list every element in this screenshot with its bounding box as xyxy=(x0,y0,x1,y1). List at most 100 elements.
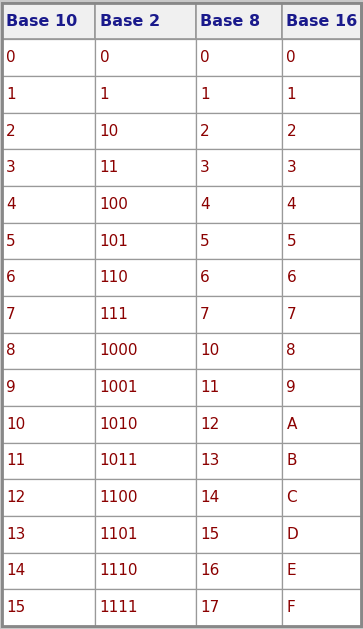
Text: D: D xyxy=(286,526,298,542)
Bar xyxy=(95,443,196,479)
Text: 15: 15 xyxy=(200,526,220,542)
Bar xyxy=(2,552,95,589)
Bar xyxy=(196,443,282,479)
Bar xyxy=(282,223,361,259)
Bar xyxy=(2,259,95,296)
Bar xyxy=(95,296,196,333)
Text: 1: 1 xyxy=(286,87,296,102)
Bar xyxy=(95,76,196,113)
Bar xyxy=(282,3,361,40)
Text: 13: 13 xyxy=(6,526,25,542)
Bar xyxy=(95,150,196,186)
Text: 2: 2 xyxy=(200,123,210,138)
Bar xyxy=(95,333,196,369)
Bar xyxy=(196,296,282,333)
Text: 0: 0 xyxy=(99,50,109,65)
Text: 10: 10 xyxy=(6,417,25,431)
Text: 6: 6 xyxy=(6,270,16,285)
Text: 6: 6 xyxy=(286,270,296,285)
Text: 2: 2 xyxy=(286,123,296,138)
Text: Base 8: Base 8 xyxy=(200,14,260,29)
Text: 5: 5 xyxy=(200,233,210,248)
Text: E: E xyxy=(286,564,296,579)
Bar xyxy=(196,40,282,76)
Text: 7: 7 xyxy=(6,307,16,322)
Text: 100: 100 xyxy=(99,197,129,212)
Bar xyxy=(2,443,95,479)
Text: 1000: 1000 xyxy=(99,343,138,359)
Bar xyxy=(2,76,95,113)
Text: 12: 12 xyxy=(200,417,220,431)
Bar xyxy=(196,223,282,259)
Bar xyxy=(95,186,196,223)
Bar xyxy=(196,76,282,113)
Text: Base 2: Base 2 xyxy=(99,14,160,29)
Text: 3: 3 xyxy=(200,160,210,175)
Bar xyxy=(2,150,95,186)
Bar xyxy=(2,113,95,150)
Text: 3: 3 xyxy=(286,160,296,175)
Text: 1001: 1001 xyxy=(99,380,138,395)
Text: 1100: 1100 xyxy=(99,490,138,505)
Bar xyxy=(282,333,361,369)
Text: 4: 4 xyxy=(6,197,16,212)
Bar xyxy=(95,3,196,40)
Text: 3: 3 xyxy=(6,160,16,175)
Bar xyxy=(196,113,282,150)
Text: 7: 7 xyxy=(286,307,296,322)
Text: A: A xyxy=(286,417,297,431)
Bar xyxy=(95,369,196,406)
Text: 1: 1 xyxy=(6,87,16,102)
Text: 111: 111 xyxy=(99,307,129,322)
Bar xyxy=(196,406,282,443)
Text: 9: 9 xyxy=(286,380,296,395)
Bar xyxy=(2,223,95,259)
Bar xyxy=(2,3,95,40)
Bar xyxy=(196,552,282,589)
Bar xyxy=(2,406,95,443)
Bar xyxy=(282,443,361,479)
Bar xyxy=(282,406,361,443)
Bar xyxy=(2,333,95,369)
Bar xyxy=(196,259,282,296)
Bar xyxy=(2,479,95,516)
Text: 13: 13 xyxy=(200,454,220,469)
Bar xyxy=(282,296,361,333)
Text: 11: 11 xyxy=(99,160,119,175)
Text: 14: 14 xyxy=(6,564,25,579)
Text: 0: 0 xyxy=(6,50,16,65)
Text: 10: 10 xyxy=(200,343,220,359)
Text: 0: 0 xyxy=(200,50,210,65)
Text: 8: 8 xyxy=(286,343,296,359)
Bar xyxy=(282,113,361,150)
Bar xyxy=(2,516,95,552)
Bar xyxy=(282,516,361,552)
Text: 4: 4 xyxy=(286,197,296,212)
Text: 9: 9 xyxy=(6,380,16,395)
Bar xyxy=(282,186,361,223)
Text: 4: 4 xyxy=(200,197,210,212)
Bar xyxy=(95,40,196,76)
Text: 12: 12 xyxy=(6,490,25,505)
Bar xyxy=(196,589,282,626)
Text: 11: 11 xyxy=(200,380,220,395)
Text: 17: 17 xyxy=(200,600,220,615)
Text: 8: 8 xyxy=(6,343,16,359)
Text: 5: 5 xyxy=(286,233,296,248)
Bar xyxy=(282,589,361,626)
Bar xyxy=(282,552,361,589)
Bar xyxy=(196,333,282,369)
Bar xyxy=(282,369,361,406)
Bar xyxy=(282,259,361,296)
Text: 110: 110 xyxy=(99,270,129,285)
Text: 1011: 1011 xyxy=(99,454,138,469)
Text: 16: 16 xyxy=(200,564,220,579)
Text: 0: 0 xyxy=(286,50,296,65)
Text: 5: 5 xyxy=(6,233,16,248)
Text: Base 16: Base 16 xyxy=(286,14,358,29)
Text: 14: 14 xyxy=(200,490,220,505)
Text: 7: 7 xyxy=(200,307,210,322)
Bar xyxy=(95,113,196,150)
Bar xyxy=(282,150,361,186)
Text: C: C xyxy=(286,490,297,505)
